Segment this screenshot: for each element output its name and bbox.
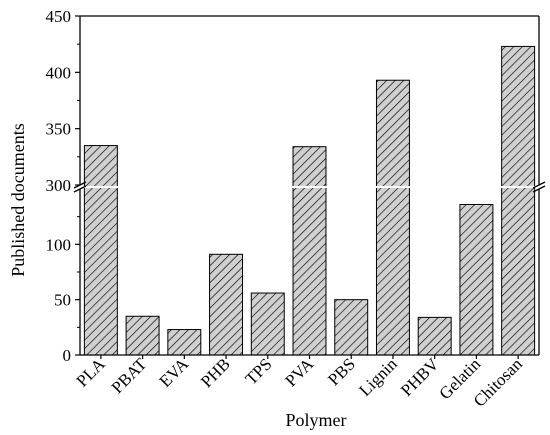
x-tick-label-phbv: PHBV bbox=[397, 354, 443, 400]
y-tick-label-100: 100 bbox=[46, 235, 72, 254]
x-tick-label-tps: TPS bbox=[241, 354, 275, 388]
y-tick-label-50: 50 bbox=[54, 291, 71, 310]
bar-chitosan bbox=[501, 45, 536, 356]
left-break-mark bbox=[73, 185, 87, 193]
x-tick-label-eva: EVA bbox=[156, 354, 193, 391]
y-tick-label-350: 350 bbox=[46, 120, 72, 139]
bar-pbs bbox=[334, 299, 369, 356]
bar-gelatin bbox=[459, 203, 494, 356]
x-tick-label-lignin: Lignin bbox=[355, 354, 401, 400]
bar-phb bbox=[209, 253, 244, 356]
y-tick-label-400: 400 bbox=[46, 63, 72, 82]
x-tick-label-pbs: PBS bbox=[324, 354, 359, 389]
bar-pva bbox=[292, 146, 327, 356]
y-axis-title: Published documents bbox=[8, 123, 28, 277]
x-tick-label-phb: PHB bbox=[197, 354, 234, 391]
y-tick-label-300: 300 bbox=[46, 176, 72, 195]
bar-pla bbox=[83, 145, 118, 356]
axis-break-gap bbox=[78, 186, 541, 188]
bar-tps bbox=[250, 292, 285, 356]
bar-pbat bbox=[125, 315, 160, 356]
y-tick-label-0: 0 bbox=[63, 346, 72, 365]
right-break-mark bbox=[532, 181, 546, 189]
x-tick-label-pla: PLA bbox=[73, 354, 110, 391]
bar-eva bbox=[167, 329, 202, 356]
x-tick-label-pbat: PBAT bbox=[108, 354, 151, 397]
bar-lignin bbox=[375, 79, 410, 356]
x-tick-label-pva: PVA bbox=[281, 354, 317, 390]
x-axis-title: Polymer bbox=[286, 410, 347, 430]
bar-phbv bbox=[417, 316, 452, 356]
y-tick-label-450: 450 bbox=[46, 7, 72, 26]
right-break-mark bbox=[532, 185, 546, 193]
